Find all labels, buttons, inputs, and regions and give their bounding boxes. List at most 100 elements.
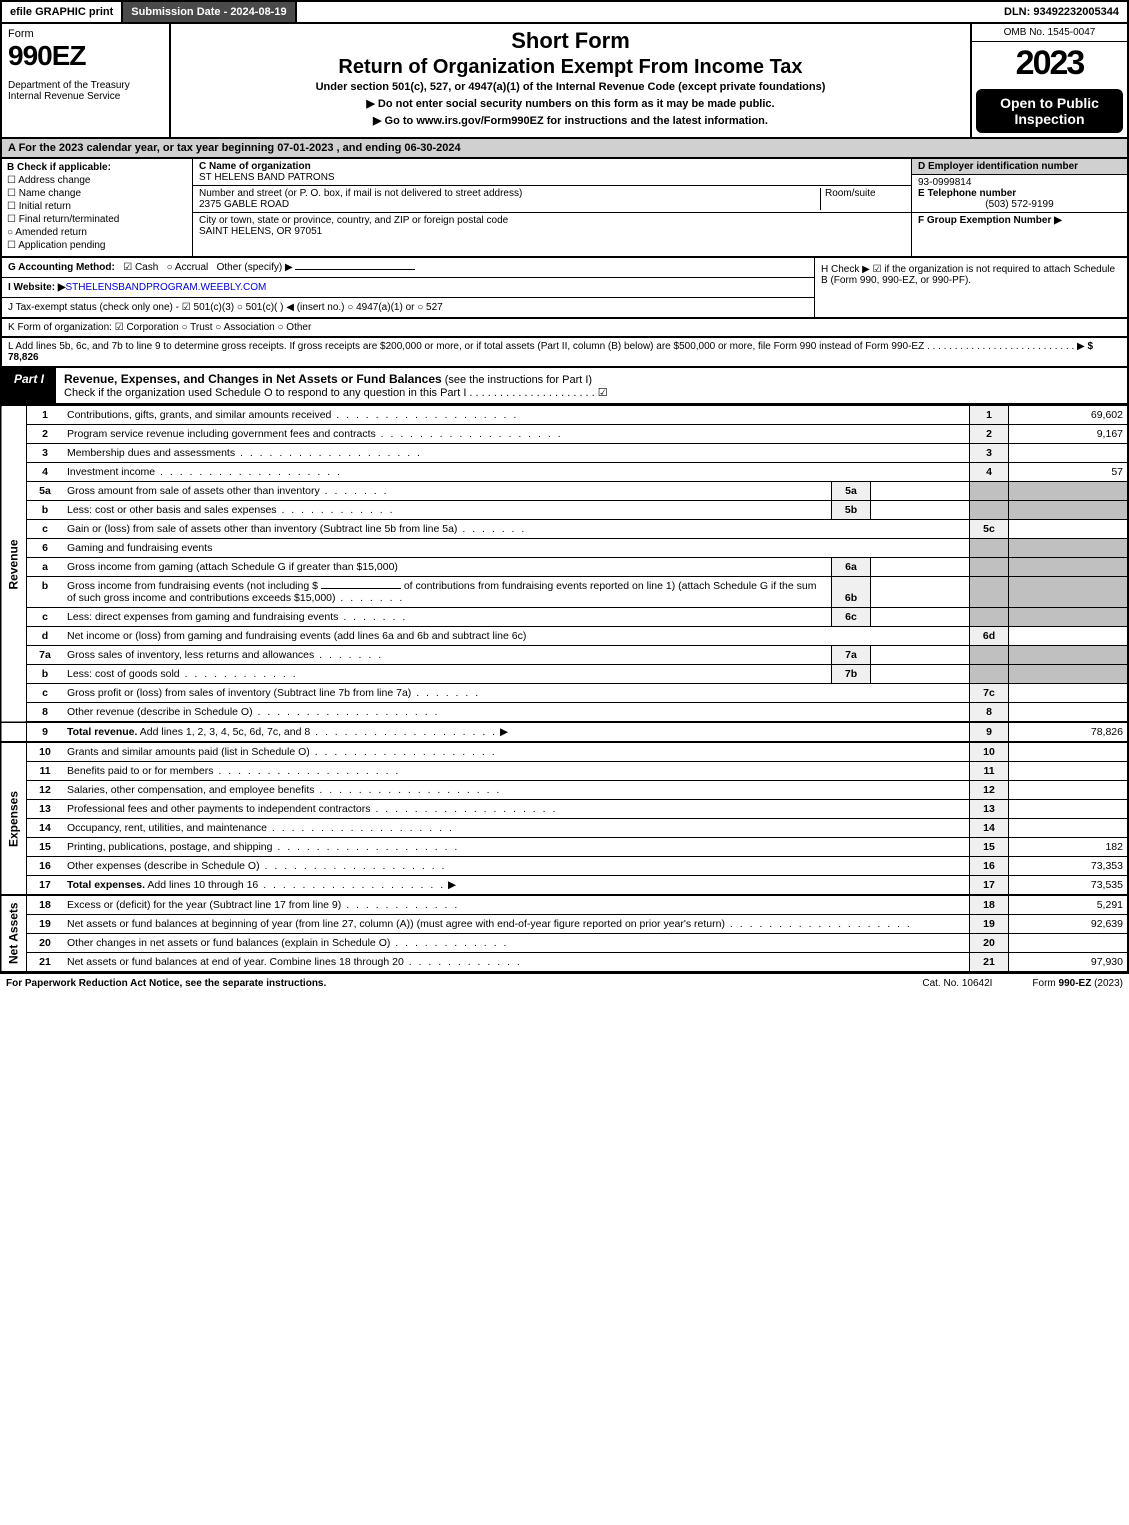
dln-number: DLN: 93492232005344 [996, 2, 1127, 22]
section-g: G Accounting Method: Cash Accrual Other … [2, 258, 814, 278]
ein-value: 93-0999814 [918, 177, 1121, 188]
expenses-vlabel: Expenses [1, 742, 27, 895]
subtitle: Under section 501(c), 527, or 4947(a)(1)… [181, 81, 960, 93]
line18-val: 5,291 [1009, 895, 1129, 915]
accounting-accrual[interactable] [167, 262, 175, 273]
section-a: A For the 2023 calendar year, or tax yea… [0, 139, 1129, 159]
accounting-cash[interactable] [123, 262, 135, 273]
section-h: H Check ▶ ☑ if the organization is not r… [814, 258, 1127, 317]
submission-date: Submission Date - 2024-08-19 [123, 2, 296, 22]
name-label: C Name of organization [199, 161, 905, 172]
dept-line2: Internal Revenue Service [8, 91, 163, 102]
line21-desc: Net assets or fund balances at end of ye… [67, 956, 404, 968]
line14-desc: Occupancy, rent, utilities, and maintena… [67, 822, 267, 834]
part1-label: Part I [2, 368, 56, 403]
section-b: B Check if applicable: Address change Na… [2, 159, 193, 256]
line17-val: 73,535 [1009, 876, 1129, 896]
part1-title: Revenue, Expenses, and Changes in Net As… [56, 368, 1127, 403]
section-j: J Tax-exempt status (check only one) - ☑… [2, 298, 814, 317]
line18-desc: Excess or (deficit) for the year (Subtra… [67, 899, 341, 911]
check-final-return[interactable]: Final return/terminated [7, 214, 187, 225]
org-name: ST HELENS BAND PATRONS [199, 172, 905, 183]
check-address-change[interactable]: Address change [7, 175, 187, 186]
line5a-desc: Gross amount from sale of assets other t… [67, 485, 320, 497]
section-c: C Name of organization ST HELENS BAND PA… [193, 159, 911, 256]
line16-val: 73,353 [1009, 857, 1129, 876]
section-b-label: B Check if applicable: [7, 162, 187, 173]
line4-val: 57 [1009, 463, 1129, 482]
line3-desc: Membership dues and assessments [67, 447, 235, 459]
line6d-desc: Net income or (loss) from gaming and fun… [67, 630, 526, 642]
goto-link[interactable]: ▶ Go to www.irs.gov/Form990EZ for instru… [181, 114, 960, 127]
org-address: 2375 GABLE ROAD [199, 199, 820, 210]
line10-desc: Grants and similar amounts paid (list in… [67, 746, 310, 758]
short-form-title: Short Form [181, 28, 960, 54]
section-i: I Website: ▶STHELENSBANDPROGRAM.WEEBLY.C… [2, 278, 814, 298]
line7b-desc: Less: cost of goods sold [67, 668, 180, 680]
dept-line1: Department of the Treasury [8, 80, 163, 91]
footer-left: For Paperwork Reduction Act Notice, see … [6, 978, 882, 989]
check-name-change[interactable]: Name change [7, 188, 187, 199]
line9-val: 78,826 [1009, 722, 1129, 742]
line6a-desc: Gross income from gaming (attach Schedul… [67, 561, 398, 573]
line5c-desc: Gain or (loss) from sale of assets other… [67, 523, 457, 535]
line15-desc: Printing, publications, postage, and shi… [67, 841, 272, 853]
section-def: D Employer identification number 93-0999… [911, 159, 1127, 256]
sections-bcdef: B Check if applicable: Address change Na… [0, 159, 1129, 258]
efile-label[interactable]: efile GRAPHIC print [2, 2, 123, 22]
check-application-pending[interactable]: Application pending [7, 240, 187, 251]
line4-desc: Investment income [67, 466, 155, 478]
line6c-desc: Less: direct expenses from gaming and fu… [67, 611, 338, 623]
line-table: Revenue 1 Contributions, gifts, grants, … [0, 405, 1129, 973]
check-amended-return[interactable]: Amended return [7, 227, 187, 238]
group-exemption-label: F Group Exemption Number ▶ [918, 215, 1121, 226]
line2-desc: Program service revenue including govern… [67, 428, 376, 440]
form-header: Form 990EZ Department of the Treasury In… [0, 24, 1129, 139]
open-public-badge: Open to Public Inspection [976, 89, 1123, 133]
warning-ssn: ▶ Do not enter social security numbers o… [181, 97, 960, 110]
revenue-vlabel: Revenue [1, 406, 27, 723]
page-footer: For Paperwork Reduction Act Notice, see … [0, 973, 1129, 993]
addr-label: Number and street (or P. O. box, if mail… [199, 188, 820, 199]
line13-desc: Professional fees and other payments to … [67, 803, 371, 815]
check-initial-return[interactable]: Initial return [7, 201, 187, 212]
line6b-desc1: Gross income from fundraising events (no… [67, 580, 318, 592]
tax-year: 2023 [972, 42, 1127, 85]
line12-desc: Salaries, other compensation, and employ… [67, 784, 314, 796]
line16-desc: Other expenses (describe in Schedule O) [67, 860, 260, 872]
header-left: Form 990EZ Department of the Treasury In… [2, 24, 171, 137]
city-label: City or town, state or province, country… [199, 215, 905, 226]
line2-val: 9,167 [1009, 425, 1129, 444]
line1-desc: Contributions, gifts, grants, and simila… [67, 409, 331, 421]
form-label: Form [8, 28, 163, 40]
line1-val: 69,602 [1009, 406, 1129, 425]
netassets-vlabel: Net Assets [1, 895, 27, 972]
ein-label: D Employer identification number [918, 161, 1121, 172]
header-center: Short Form Return of Organization Exempt… [171, 24, 970, 137]
org-city: SAINT HELENS, OR 97051 [199, 226, 905, 237]
top-bar: efile GRAPHIC print Submission Date - 20… [0, 0, 1129, 24]
line11-desc: Benefits paid to or for members [67, 765, 213, 777]
header-right: OMB No. 1545-0047 2023 Open to Public In… [970, 24, 1127, 137]
line3-val [1009, 444, 1129, 463]
section-k: K Form of organization: ☑ Corporation ○ … [0, 319, 1129, 338]
line19-desc: Net assets or fund balances at beginning… [67, 918, 725, 930]
main-title: Return of Organization Exempt From Incom… [181, 56, 960, 79]
line5b-desc: Less: cost or other basis and sales expe… [67, 504, 277, 516]
form-number: 990EZ [8, 40, 163, 72]
line6-desc: Gaming and fundraising events [63, 539, 970, 558]
room-suite-label: Room/suite [820, 188, 905, 210]
tel-label: E Telephone number [918, 188, 1121, 199]
website-link[interactable]: STHELENSBANDPROGRAM.WEEBLY.COM [66, 282, 267, 293]
part1-header: Part I Revenue, Expenses, and Changes in… [0, 368, 1129, 405]
line19-val: 92,639 [1009, 915, 1129, 934]
line15-val: 182 [1009, 838, 1129, 857]
section-l: L Add lines 5b, 6c, and 7b to line 9 to … [0, 338, 1129, 368]
footer-center: Cat. No. 10642I [882, 978, 1032, 989]
line7c-desc: Gross profit or (loss) from sales of inv… [67, 687, 411, 699]
omb-number: OMB No. 1545-0047 [972, 24, 1127, 42]
footer-right: Form 990-EZ (2023) [1032, 978, 1123, 989]
line21-val: 97,930 [1009, 953, 1129, 973]
tel-value: (503) 572-9199 [918, 199, 1121, 210]
line20-desc: Other changes in net assets or fund bala… [67, 937, 390, 949]
